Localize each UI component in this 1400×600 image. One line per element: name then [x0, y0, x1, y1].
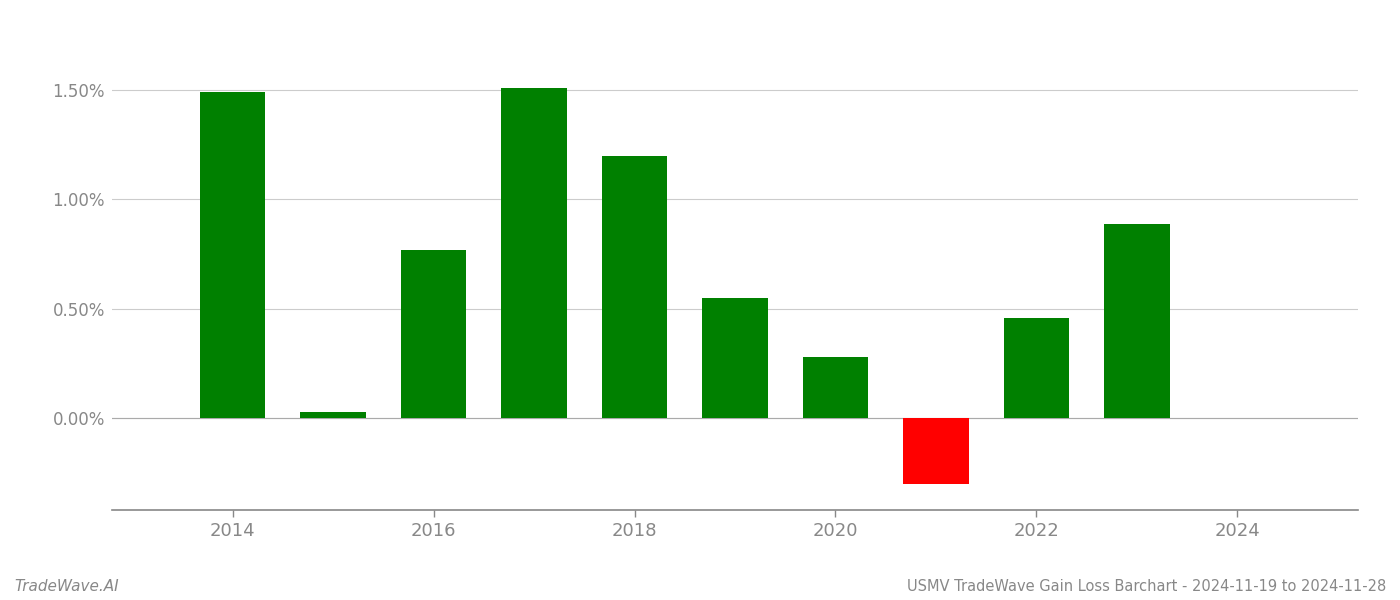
Text: USMV TradeWave Gain Loss Barchart - 2024-11-19 to 2024-11-28: USMV TradeWave Gain Loss Barchart - 2024… — [907, 579, 1386, 594]
Text: TradeWave.AI: TradeWave.AI — [14, 579, 119, 594]
Bar — [802, 357, 868, 418]
Bar — [501, 88, 567, 418]
Bar — [703, 298, 767, 418]
Bar — [1105, 224, 1169, 418]
Bar — [200, 92, 265, 418]
Bar — [400, 250, 466, 418]
Bar — [1004, 317, 1070, 418]
Bar — [301, 412, 365, 418]
Bar — [903, 418, 969, 484]
Bar — [602, 156, 668, 418]
